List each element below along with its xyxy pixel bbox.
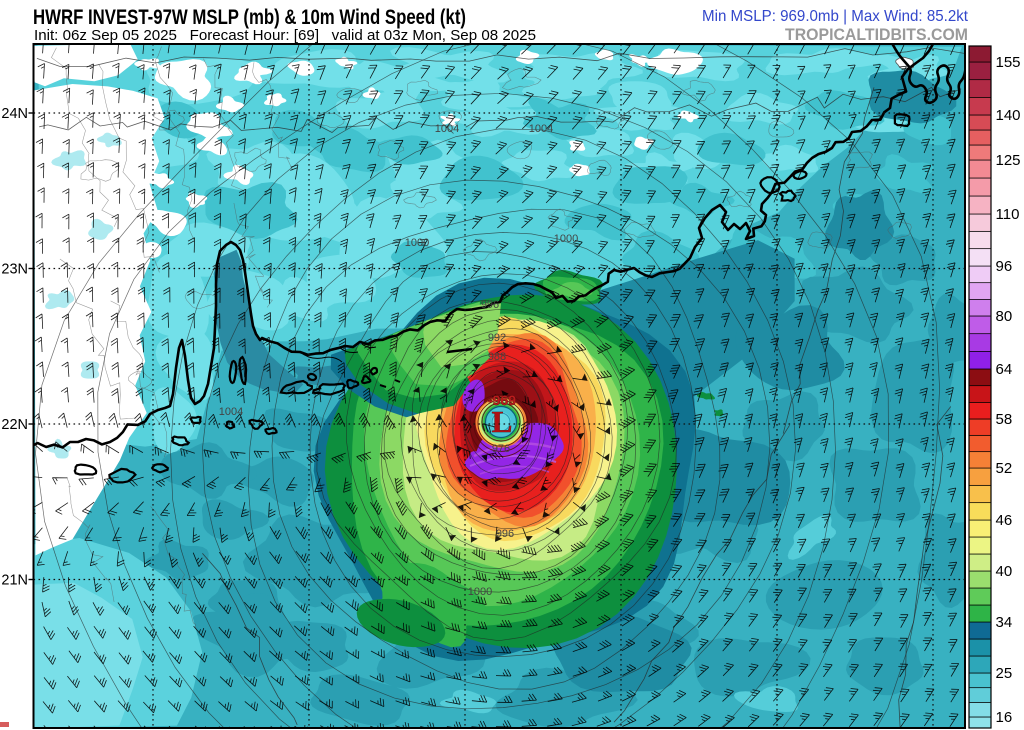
svg-text:HWRF INVEST-97W MSLP (mb) & 10: HWRF INVEST-97W MSLP (mb) & 10m Wind Spe… [33, 6, 466, 29]
svg-text:52: 52 [996, 460, 1013, 477]
svg-text:-969: -969 [488, 392, 516, 408]
svg-text:24N: 24N [1, 106, 28, 122]
svg-text:1000: 1000 [554, 233, 578, 245]
svg-text:34: 34 [996, 614, 1013, 631]
svg-text:996: 996 [481, 299, 499, 311]
svg-text:155: 155 [996, 54, 1021, 71]
svg-text:40: 40 [996, 563, 1013, 580]
svg-text:TROPICALTIDBITS.COM: TROPICALTIDBITS.COM [785, 25, 968, 44]
svg-text:1004: 1004 [219, 406, 243, 418]
svg-text:23N: 23N [1, 262, 28, 278]
svg-text:1000: 1000 [468, 586, 492, 598]
svg-text:996: 996 [496, 528, 514, 540]
svg-text:21N: 21N [1, 573, 28, 589]
svg-text:1000: 1000 [405, 237, 429, 249]
svg-text:992: 992 [488, 332, 506, 344]
svg-text:58: 58 [996, 411, 1013, 428]
svg-text:64: 64 [996, 361, 1013, 378]
svg-text:25: 25 [996, 665, 1013, 682]
svg-text:80: 80 [996, 308, 1013, 325]
svg-text:125: 125 [996, 152, 1021, 169]
svg-text:16: 16 [996, 709, 1013, 726]
svg-text:140: 140 [996, 107, 1021, 124]
svg-text:976: 976 [492, 443, 510, 455]
svg-text:L: L [492, 404, 513, 439]
svg-text:96: 96 [996, 258, 1013, 275]
svg-text:22N: 22N [1, 417, 28, 433]
svg-text:988: 988 [488, 351, 506, 363]
svg-text:110: 110 [996, 206, 1020, 223]
svg-text:1004: 1004 [529, 123, 553, 135]
svg-text:46: 46 [996, 512, 1013, 529]
svg-text:Min MSLP: 969.0mb | Max Wind:: Min MSLP: 969.0mb | Max Wind: 85.2kt [702, 8, 969, 25]
svg-text:1004: 1004 [435, 123, 459, 135]
svg-text:Init: 06z Sep 05 2025 Foreca: Init: 06z Sep 05 2025 Forecast Hour: [69… [34, 27, 536, 44]
